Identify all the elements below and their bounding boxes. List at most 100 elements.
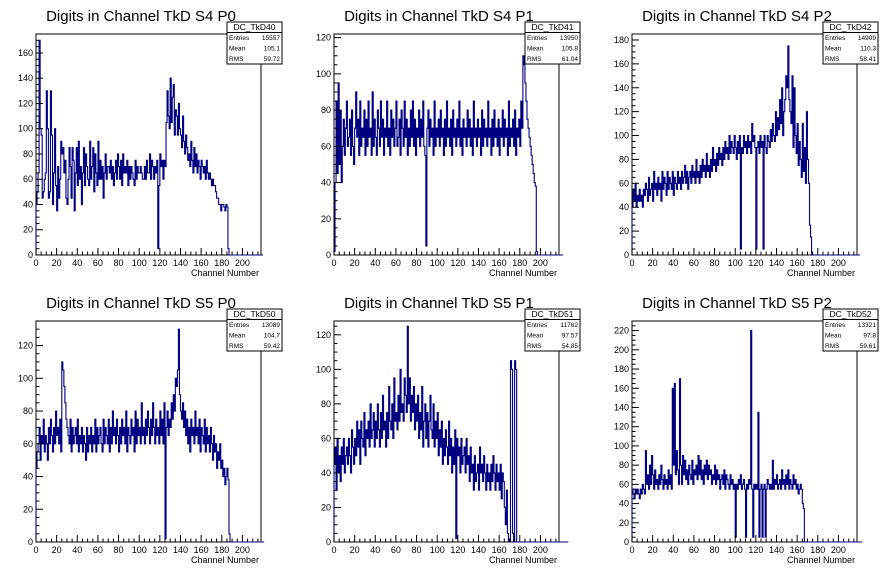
x-tick-label: 80 [412, 545, 422, 555]
x-tick-label: 200 [533, 545, 548, 555]
stats-box [822, 21, 879, 65]
stats-box [524, 21, 581, 65]
x-tick-label: 20 [350, 545, 360, 555]
stats-value: 13950 [560, 35, 578, 42]
y-tick-label: 0 [326, 250, 331, 260]
histogram-pad: Digits in Channel TkD S5 P1 0 20 40 60 80 100 1… [298, 287, 596, 574]
y-tick-label: 80 [321, 105, 331, 115]
stats-label: Entries [527, 322, 548, 329]
stats-value: 97.8 [863, 333, 876, 340]
stats-value: 11762 [560, 322, 578, 329]
y-tick-label: 80 [23, 149, 33, 159]
stats-label: Entries [825, 322, 846, 329]
x-tick-label: 40 [370, 545, 380, 555]
stats-value: 104.7 [264, 333, 281, 340]
y-tick-label: 60 [619, 178, 629, 188]
stats-label: RMS [527, 343, 542, 350]
y-tick-label: 40 [23, 199, 33, 209]
y-tick-label: 40 [321, 178, 331, 188]
chart-title: Digits in Channel TkD S5 P1 [344, 295, 534, 312]
x-tick-label: 20 [350, 258, 360, 268]
x-tick-label: 180 [214, 545, 229, 555]
histogram-svg: Digits in Channel TkD S5 P0 0 20 40 60 80 100 1… [18, 295, 283, 565]
y-tick-label: 20 [619, 518, 629, 528]
plot-frame [333, 33, 560, 256]
x-axis-label: Channel Number [489, 268, 557, 278]
x-tick-label: 20 [648, 545, 658, 555]
x-tick-label: 160 [194, 258, 209, 268]
histogram-line [631, 330, 863, 543]
histogram-line [35, 328, 265, 543]
stats-label: Mean [825, 46, 842, 53]
x-tick-label: 140 [471, 545, 486, 555]
x-tick-label: 20 [52, 258, 62, 268]
stats-label: Mean [825, 333, 842, 340]
y-tick-label: 160 [18, 48, 33, 58]
x-tick-label: 200 [533, 258, 548, 268]
histogram-svg: Digits in Channel TkD S5 P2 0 20 40 60 80 100 1… [614, 295, 879, 565]
x-axis-label: Channel Number [489, 555, 557, 565]
stats-value: 59.61 [860, 343, 877, 350]
y-tick-label: 120 [614, 422, 629, 432]
x-tick-label: 120 [450, 545, 465, 555]
histogram-svg: Digits in Channel TkD S5 P1 0 20 40 60 80 100 1… [316, 295, 581, 565]
x-tick-label: 100 [728, 545, 743, 555]
stats-label: Mean [527, 333, 544, 340]
stats-label: Mean [527, 46, 544, 53]
x-axis-label: Channel Number [787, 555, 855, 565]
y-tick-label: 180 [614, 364, 629, 374]
stats-value: 58.41 [860, 56, 877, 63]
histogram-pad: Digits in Channel TkD S4 P1 0 20 40 60 80 100 1… [298, 0, 596, 287]
x-tick-label: 40 [668, 545, 678, 555]
x-axis-label: Channel Number [191, 268, 259, 278]
x-tick-label: 80 [114, 545, 124, 555]
x-tick-label: 0 [331, 545, 336, 555]
x-tick-label: 160 [492, 258, 507, 268]
x-tick-label: 180 [810, 258, 825, 268]
y-tick-label: 100 [614, 441, 629, 451]
stats-value: 110.3 [860, 46, 876, 53]
y-tick-label: 220 [614, 326, 629, 336]
y-tick-label: 40 [321, 468, 331, 478]
stats-value: 59.72 [264, 56, 281, 63]
x-tick-label: 120 [748, 258, 763, 268]
y-tick-label: 20 [321, 502, 331, 512]
y-tick-label: 0 [28, 250, 33, 260]
y-tick-label: 60 [321, 141, 331, 151]
histogram-line [333, 325, 569, 543]
y-tick-label: 140 [614, 83, 629, 93]
x-tick-label: 160 [790, 258, 805, 268]
stats-label: RMS [229, 343, 244, 350]
histogram-pad: Digits in Channel TkD S5 P0 0 20 40 60 80 100 1… [0, 287, 298, 574]
stats-value: 97.57 [562, 333, 579, 340]
y-tick-label: 160 [614, 59, 629, 69]
x-tick-label: 0 [33, 545, 38, 555]
x-tick-label: 100 [430, 545, 445, 555]
y-tick-label: 40 [23, 472, 33, 482]
stats-value: 14909 [858, 35, 876, 42]
x-tick-label: 180 [214, 258, 229, 268]
x-tick-label: 180 [512, 545, 527, 555]
y-tick-label: 60 [23, 174, 33, 184]
x-tick-label: 100 [430, 258, 445, 268]
x-tick-label: 0 [33, 258, 38, 268]
y-tick-label: 80 [23, 406, 33, 416]
stats-value: 105.8 [562, 46, 579, 53]
y-tick-label: 140 [614, 402, 629, 412]
histogram-line [333, 55, 564, 256]
x-tick-label: 60 [93, 258, 103, 268]
x-tick-label: 40 [668, 258, 678, 268]
x-tick-label: 40 [72, 258, 82, 268]
stats-name: DC_TkD41 [531, 22, 573, 32]
x-tick-label: 120 [152, 545, 167, 555]
x-tick-label: 80 [412, 258, 422, 268]
stats-value: 13089 [262, 322, 280, 329]
y-tick-label: 60 [321, 433, 331, 443]
x-tick-label: 60 [689, 545, 699, 555]
x-tick-label: 160 [790, 545, 805, 555]
x-tick-label: 100 [728, 258, 743, 268]
x-tick-label: 120 [152, 258, 167, 268]
x-tick-label: 60 [689, 258, 699, 268]
chart-title: Digits in Channel TkD S5 P2 [642, 295, 832, 312]
stats-label: RMS [229, 56, 244, 63]
